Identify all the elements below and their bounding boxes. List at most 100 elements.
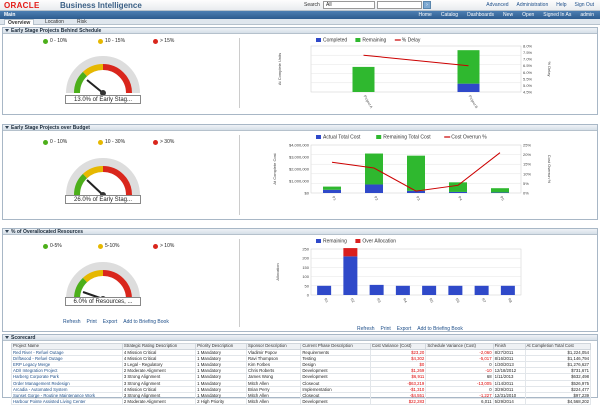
legend-entry: Cost Overrun % bbox=[451, 135, 487, 141]
y2-tick-label: 5% bbox=[523, 181, 529, 186]
menu-catalog[interactable]: Catalog bbox=[440, 12, 459, 18]
legend-label: 5-10% bbox=[105, 243, 120, 249]
help-link[interactable]: Help bbox=[556, 2, 567, 8]
bar bbox=[449, 182, 467, 192]
table-cell: 68 bbox=[425, 373, 494, 381]
legend-label: 10 - 30% bbox=[105, 139, 126, 145]
scorecard-section: Scorecard Project Name Strategic Rating D… bbox=[2, 334, 598, 405]
resources-header[interactable]: % of Overallocated Resources bbox=[3, 229, 597, 235]
scorecard-header[interactable]: Scorecard bbox=[3, 335, 597, 341]
bar bbox=[343, 248, 358, 257]
collapse-icon[interactable] bbox=[5, 29, 9, 32]
briefing-link[interactable]: Add to Briefing Book bbox=[417, 326, 463, 332]
schedule-gauge-caption: 13.0% of Early Stag... bbox=[65, 95, 141, 104]
tab-overview[interactable]: Overview bbox=[4, 19, 35, 26]
legend-swatch bbox=[316, 135, 321, 139]
table-cell: 3 Strong Alignment bbox=[121, 379, 197, 387]
y2-tick-label: 7.0% bbox=[523, 57, 533, 62]
table-cell: -$63,219 bbox=[369, 379, 427, 387]
table-cell: Ravi Thompson bbox=[245, 354, 302, 363]
left-action-links: Refresh Print Export Add to Briefing Boo… bbox=[63, 319, 169, 325]
collapse-icon[interactable] bbox=[5, 126, 9, 129]
table-cell: 4 Mission Critical bbox=[121, 354, 197, 363]
export-link[interactable]: Export bbox=[102, 319, 118, 325]
table-cell: 3 Strong Alignment bbox=[121, 391, 197, 400]
menu-user[interactable]: admin bbox=[580, 12, 594, 18]
bar bbox=[352, 66, 375, 92]
table-cell: Mitch Allen bbox=[245, 379, 302, 387]
x-tick-label: P1 bbox=[331, 196, 337, 202]
search-go-button[interactable]: › bbox=[423, 1, 431, 9]
legend-red: > 30% bbox=[153, 139, 174, 145]
table-cell: 3 Legal - Regulatory bbox=[121, 360, 197, 369]
legend-green: 0 - 10% bbox=[43, 38, 67, 44]
top-bar: ORACLE Business Intelligence Search All … bbox=[0, 0, 600, 11]
yellow-dot-icon bbox=[98, 139, 103, 145]
search-label: Search bbox=[304, 2, 320, 8]
x-tick-label: P5 bbox=[499, 196, 505, 202]
legend-label: 0 - 10% bbox=[50, 139, 68, 145]
advanced-link[interactable]: Advanced bbox=[486, 2, 509, 8]
section-title: Early Stage Projects Behind Schedule bbox=[11, 28, 102, 34]
table-row: Order Management Redesign 3 Strong Alignm… bbox=[11, 379, 592, 387]
bar bbox=[365, 184, 383, 193]
search-scope-select[interactable]: All bbox=[323, 1, 375, 9]
table-cell: 0 bbox=[425, 385, 494, 394]
tab-risk[interactable]: Risk bbox=[77, 19, 87, 25]
sign-out-link[interactable]: Sign Out bbox=[574, 2, 594, 8]
y2-axis-label: Cost Overrun % bbox=[547, 155, 551, 184]
search-input[interactable] bbox=[377, 1, 422, 9]
table-cell: 0 bbox=[425, 360, 494, 369]
table-cell: $1,224,054 bbox=[524, 348, 592, 356]
table-cell: $6,911 bbox=[369, 373, 427, 381]
collapse-icon[interactable] bbox=[5, 336, 9, 339]
export-link[interactable]: Export bbox=[396, 326, 412, 332]
right-action-links: Refresh Print Export Add to Briefing Boo… bbox=[357, 326, 463, 332]
table-cell: James Wong bbox=[245, 373, 302, 381]
schedule-header[interactable]: Early Stage Projects Behind Schedule bbox=[3, 28, 597, 34]
print-link[interactable]: Print bbox=[380, 326, 391, 332]
menu-open[interactable]: Open bbox=[522, 12, 535, 18]
table-row: ERP Legacy Merge 3 Legal - Regulatory 1 Ma… bbox=[11, 360, 592, 369]
x-tick-label: P3 bbox=[415, 196, 421, 202]
bar bbox=[407, 190, 425, 193]
tab-location[interactable]: Location bbox=[45, 19, 64, 25]
legend-swatch bbox=[316, 239, 321, 243]
legend-label: 0 - 10% bbox=[50, 38, 68, 44]
table-row: Sunset Gorge - Routine Maintenance Work 3… bbox=[11, 391, 592, 400]
x-tick-label: R5 bbox=[428, 298, 434, 304]
budget-gauge bbox=[66, 158, 140, 198]
menu-new[interactable]: New bbox=[503, 12, 514, 18]
y2-tick-label: 20% bbox=[523, 152, 531, 157]
administration-link[interactable]: Administration bbox=[516, 2, 549, 8]
table-cell: $526,975 bbox=[524, 379, 592, 387]
menu-dashboards[interactable]: Dashboards bbox=[467, 12, 495, 18]
table-cell: $731,671 bbox=[524, 367, 592, 375]
legend-swatch bbox=[355, 239, 361, 243]
table-cell: $1,276,627 bbox=[524, 360, 592, 369]
scorecard-table-wrap: Project Name Strategic Rating Description… bbox=[3, 341, 597, 405]
bar bbox=[457, 50, 480, 84]
refresh-link[interactable]: Refresh bbox=[63, 319, 81, 325]
table-cell: -$1,310 bbox=[369, 385, 427, 394]
y2-tick-label: 5.0% bbox=[523, 83, 533, 88]
legend-entry: Remaining bbox=[362, 38, 386, 44]
briefing-link[interactable]: Add to Briefing Book bbox=[123, 319, 169, 325]
bar bbox=[323, 189, 341, 193]
table-cell: 3 Strong Alignment bbox=[121, 373, 197, 381]
x-tick-label: R8 bbox=[507, 298, 513, 304]
schedule-chart: Completed Remaining % Delay 8.0%7.5% 7.0%6.5… bbox=[277, 38, 551, 110]
print-link[interactable]: Print bbox=[86, 319, 97, 325]
red-dot-icon bbox=[153, 38, 158, 44]
series-line bbox=[363, 54, 469, 67]
refresh-link[interactable]: Refresh bbox=[357, 326, 375, 332]
collapse-icon[interactable] bbox=[5, 230, 9, 233]
divider bbox=[239, 239, 240, 327]
x-tick-label: R2 bbox=[350, 298, 356, 304]
legend-yellow: 10 - 15% bbox=[98, 38, 125, 44]
legend-red: > 10% bbox=[153, 243, 174, 249]
table-cell: 4 Mission Critical bbox=[121, 348, 197, 356]
bar bbox=[317, 285, 332, 295]
budget-header[interactable]: Early Stage Projects over Budget bbox=[3, 125, 597, 131]
menu-home[interactable]: Home bbox=[418, 12, 432, 18]
